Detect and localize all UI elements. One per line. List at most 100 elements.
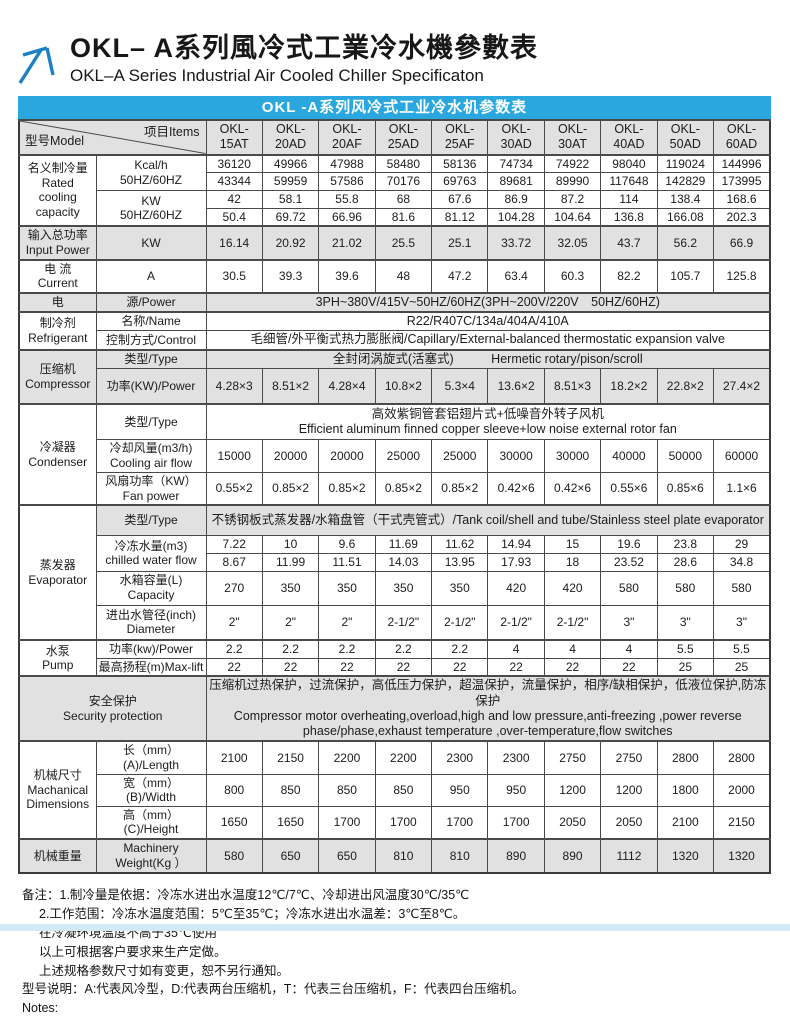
value-cell: 270 bbox=[205, 570, 263, 606]
value-cell: 4.28×4 bbox=[318, 367, 376, 405]
table-row: 进出水管径(inch) Diameter 2" 2" 2" 2-1/2" 2-1/2" 2-… bbox=[19, 604, 771, 641]
item-label: A bbox=[95, 258, 207, 294]
value-cell: 22 bbox=[374, 657, 433, 677]
model-header-cell: OKL- 20AD bbox=[261, 119, 320, 155]
value-cell: 22 bbox=[543, 657, 602, 677]
value-cell: 119024 bbox=[656, 153, 715, 174]
value-cell: 4 bbox=[487, 638, 545, 659]
page: OKL– A系列風冷式工業冷水機參數表 OKL–A Series Industr… bbox=[0, 33, 790, 1015]
value-cell: 5.5 bbox=[656, 638, 715, 659]
value-cell: 1800 bbox=[656, 773, 715, 807]
section-label: 电 bbox=[18, 291, 97, 313]
value-cell: 4 bbox=[600, 638, 658, 659]
value-cell: 34.8 bbox=[713, 552, 771, 572]
value-cell: 47.2 bbox=[431, 258, 489, 294]
section-label: 输入总功率 Input Power bbox=[18, 225, 97, 261]
note-line-5: 上述规格参数尺寸如有变更，恕不另行通知。 bbox=[39, 963, 290, 978]
section-label: 安全保护 Security protection bbox=[18, 675, 207, 742]
notes-block: 备注：1.制冷量是依据：冷冻水进出水温度12℃/7℃、冷却进出风温度30℃/35… bbox=[22, 888, 790, 1017]
item-label: 类型/Type bbox=[95, 403, 207, 440]
value-span-cell: 全封闭涡旋式(活塞式) Hermetic rotary/pison/scroll bbox=[205, 348, 771, 369]
value-cell: 890 bbox=[543, 838, 602, 874]
value-cell: 2" bbox=[261, 604, 320, 641]
value-cell: 87.2 bbox=[543, 190, 602, 209]
item-label: 进出水管径(inch) Diameter bbox=[95, 604, 207, 641]
item-label: Kcal/h 50HZ/60HZ bbox=[95, 153, 207, 192]
corner-items-label: 项目Items bbox=[143, 125, 200, 139]
value-cell: 50.4 bbox=[205, 207, 263, 227]
value-cell: 650 bbox=[318, 838, 376, 874]
value-cell: 114 bbox=[600, 190, 658, 209]
value-cell: 25 bbox=[656, 657, 715, 677]
value-cell: 2800 bbox=[656, 740, 715, 775]
section-label: 制冷剂 Refrigerant bbox=[18, 311, 97, 351]
value-cell: 43344 bbox=[205, 172, 263, 192]
table-row: 机械重量 Machinery Weight(Kg ） 580 650 650 810 810… bbox=[18, 838, 771, 874]
item-label: 最高扬程(m)Max-lift bbox=[95, 657, 207, 677]
value-cell: 27.4×2 bbox=[713, 367, 771, 405]
value-cell: 350 bbox=[431, 570, 489, 606]
value-cell: 3" bbox=[600, 604, 658, 641]
value-cell: 2800 bbox=[713, 740, 771, 775]
item-label: 类型/Type bbox=[95, 348, 207, 369]
value-cell: 104.64 bbox=[543, 207, 602, 227]
value-cell: 74922 bbox=[543, 153, 602, 174]
value-cell: 950 bbox=[431, 773, 489, 807]
table-row: 制冷剂 Refrigerant 名称/Name R22/R407C/134a/404… bbox=[18, 311, 771, 351]
value-cell: 23.52 bbox=[600, 552, 658, 572]
table-row: 风扇功率（KW） Fan power 0.55×2 0.85×2 0.85×2 0.85… bbox=[19, 471, 771, 506]
value-cell: 0.85×2 bbox=[318, 471, 376, 506]
value-cell: 800 bbox=[205, 773, 263, 807]
value-cell: 850 bbox=[374, 773, 433, 807]
value-cell: 2-1/2" bbox=[431, 604, 489, 641]
value-cell: 20.92 bbox=[261, 225, 320, 261]
value-cell: 136.8 bbox=[600, 207, 658, 227]
value-cell: 25000 bbox=[431, 438, 489, 473]
table-row: 冷冻水量(m3) chilled water flow 7.22 10 9.6 11.6… bbox=[19, 534, 771, 572]
corner-model-label: 型号Model bbox=[25, 134, 85, 149]
value-cell: 89990 bbox=[543, 172, 602, 192]
value-cell: 30000 bbox=[487, 438, 545, 473]
value-cell: 2.2 bbox=[374, 638, 433, 659]
value-cell: 117648 bbox=[600, 172, 658, 192]
value-cell: 2150 bbox=[261, 740, 320, 775]
table-header-row: 型号Model 项目Items OKL- 15AT OKL- 20AD OKL- 20A… bbox=[18, 119, 771, 155]
value-cell: 580 bbox=[600, 570, 658, 606]
value-cell: 58.1 bbox=[261, 190, 320, 209]
value-cell: 16.14 bbox=[205, 225, 263, 261]
table-row: 蒸发器 Evaporator 类型/Type 不锈钢板式蒸发器/水箱盘管（干式壳管式… bbox=[18, 504, 771, 641]
value-cell: 1700 bbox=[374, 805, 433, 840]
value-cell: 2300 bbox=[487, 740, 545, 775]
value-cell: 30.5 bbox=[205, 258, 263, 294]
item-label: 功率(kw)/Power bbox=[95, 638, 207, 659]
value-cell: 580 bbox=[713, 570, 771, 606]
item-label: 类型/Type bbox=[95, 504, 207, 536]
item-label: 水箱容量(L) Capacity bbox=[95, 570, 207, 606]
item-label: 长（mm）(A)/Length bbox=[95, 740, 207, 775]
value-cell: 168.6 bbox=[713, 190, 771, 209]
section-label: 电 流 Current bbox=[18, 258, 97, 294]
value-cell: 2200 bbox=[318, 740, 376, 775]
value-cell: 2100 bbox=[205, 740, 263, 775]
note-line-6: 型号说明：A:代表风冷型，D:代表两台压缩机，T：代表三台压缩机，F：代表四台压… bbox=[22, 982, 525, 997]
table-row: 水箱容量(L) Capacity 270 350 350 350 350 420 420 580… bbox=[19, 570, 771, 606]
value-cell: 36120 bbox=[205, 153, 263, 174]
value-cell: 420 bbox=[487, 570, 545, 606]
value-cell: 15000 bbox=[205, 438, 263, 473]
value-cell: 81.12 bbox=[431, 207, 489, 227]
model-header-cell: OKL- 25AD bbox=[374, 119, 433, 155]
model-header-cell: OKL- 30AT bbox=[543, 119, 602, 155]
value-cell: 15 bbox=[543, 534, 602, 554]
note-line-4: 以上可根据客户要求来生产定做。 bbox=[39, 944, 227, 959]
value-cell: 17.93 bbox=[487, 552, 545, 572]
value-cell: 69.72 bbox=[261, 207, 320, 227]
item-label: 宽（mm）(B)/Width bbox=[95, 773, 207, 807]
value-cell: 25.1 bbox=[431, 225, 489, 261]
value-cell: 2.2 bbox=[261, 638, 320, 659]
value-span-cell: 毛细管/外平衡式热力膨胀阀/Capillary/External-balance… bbox=[205, 330, 771, 351]
model-items-corner-cell: 型号Model 项目Items bbox=[18, 119, 207, 155]
value-cell: 580 bbox=[205, 838, 263, 874]
note-line-1: 备注：1.制冷量是依据：冷冻水进出水温度12℃/7℃、冷却进出风温度30℃/35… bbox=[22, 888, 470, 902]
section-label: 机械重量 bbox=[18, 838, 97, 874]
value-cell: 1320 bbox=[656, 838, 715, 874]
